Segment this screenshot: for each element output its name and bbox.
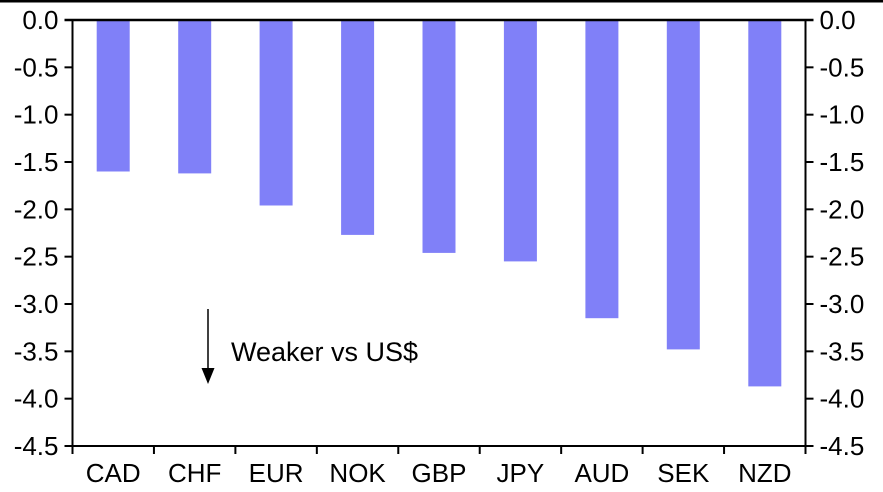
- x-axis-label-SEK: SEK: [657, 458, 710, 488]
- x-axis-label-CHF: CHF: [168, 458, 221, 488]
- bar-GBP: [422, 20, 456, 253]
- y-axis-label-left: -4.5: [14, 431, 59, 461]
- x-axis-label-AUD: AUD: [574, 458, 629, 488]
- y-axis-label-left: -2.5: [14, 242, 59, 272]
- bar-NOK: [341, 20, 375, 235]
- x-axis-label-CAD: CAD: [86, 458, 141, 488]
- y-axis-label-right: -3.0: [820, 289, 865, 319]
- bar-CHF: [178, 20, 212, 174]
- bar-AUD: [585, 20, 619, 319]
- x-axis-label-EUR: EUR: [249, 458, 304, 488]
- y-axis-label-right: -2.0: [820, 194, 865, 224]
- y-axis-label-left: -1.0: [14, 100, 59, 130]
- y-axis-label-right: -1.0: [820, 100, 865, 130]
- weaker-annotation: Weaker vs US$: [201, 309, 418, 384]
- bar-SEK: [666, 20, 700, 350]
- bar-CAD: [96, 20, 130, 172]
- x-axis-label-JPY: JPY: [497, 458, 545, 488]
- y-axis-label-left: -2.0: [14, 194, 59, 224]
- down-arrow-head-icon: [201, 368, 215, 384]
- y-axis-label-right: 0.0: [820, 5, 856, 35]
- y-axis-label-right: -3.5: [820, 336, 865, 366]
- bar-JPY: [503, 20, 537, 262]
- labels-group: 0.0 0.0 -0.5 -0.5 -1.0 -1.0 -1.5 -1.5 -2.0 -2.0 -2…: [14, 5, 865, 488]
- y-axis-label-left: -1.5: [14, 147, 59, 177]
- y-axis-label-right: -0.5: [820, 52, 865, 82]
- y-axis-label-right: -4.0: [820, 384, 865, 414]
- x-axis-label-NOK: NOK: [329, 458, 386, 488]
- y-axis-label-left: -3.5: [14, 336, 59, 366]
- bar-EUR: [259, 20, 293, 206]
- axes-group: [64, 18, 814, 454]
- x-axis-label-GBP: GBP: [412, 458, 467, 488]
- y-axis-label-right: -1.5: [820, 147, 865, 177]
- y-axis-label-left: -3.0: [14, 289, 59, 319]
- figure-top-border: [0, 0, 883, 3]
- y-axis-label-left: 0.0: [22, 5, 58, 35]
- annotation-label: Weaker vs US$: [231, 337, 418, 367]
- y-axis-label-right: -4.5: [820, 431, 865, 461]
- bar-NZD: [748, 20, 782, 387]
- y-axis-label-left: -4.0: [14, 384, 59, 414]
- bars-group: [96, 20, 782, 387]
- y-axis-label-right: -2.5: [820, 242, 865, 272]
- y-axis-label-left: -0.5: [14, 52, 59, 82]
- x-axis-label-NZD: NZD: [738, 458, 791, 488]
